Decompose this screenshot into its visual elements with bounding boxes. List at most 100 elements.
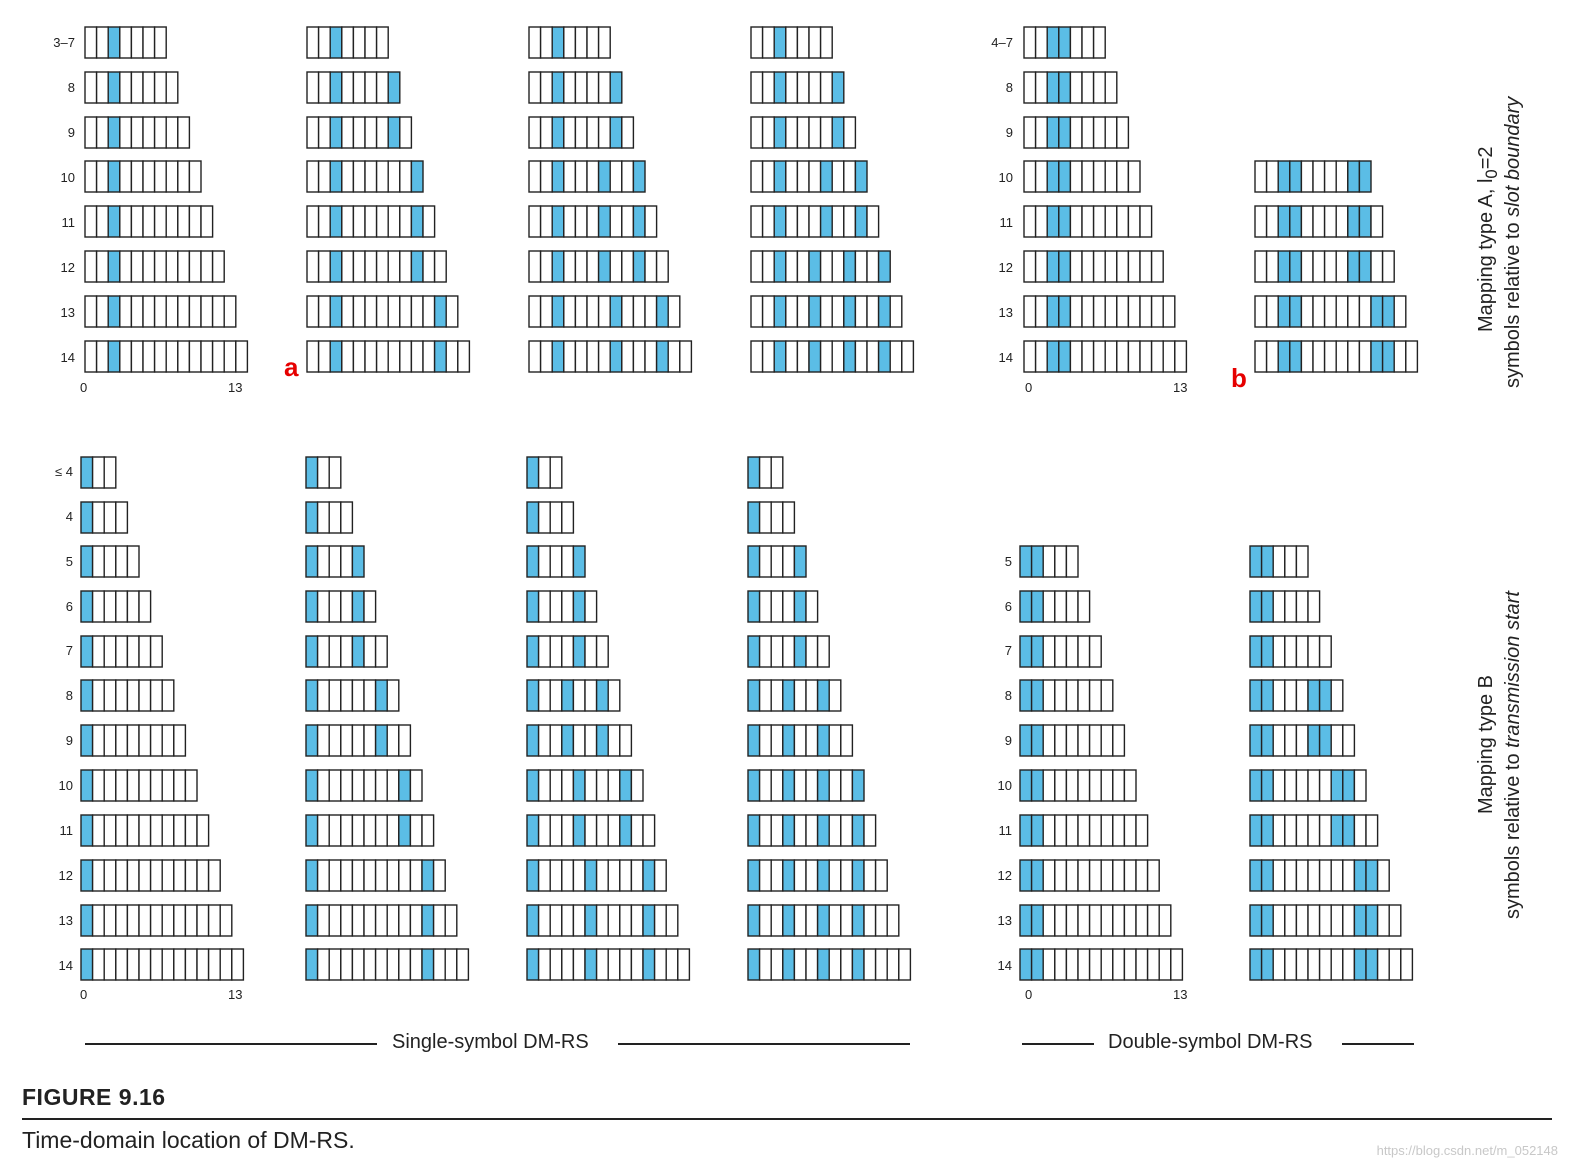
dmrs-symbol-cell bbox=[1249, 545, 1263, 578]
dmrs-symbol-cell bbox=[877, 250, 891, 283]
data-symbol-cell bbox=[1042, 679, 1056, 712]
data-symbol-cell bbox=[375, 205, 389, 238]
data-symbol-cell bbox=[1100, 769, 1114, 802]
data-symbol-cell bbox=[352, 250, 366, 283]
dmrs-symbol-cell bbox=[551, 160, 565, 193]
data-symbol-cell bbox=[642, 814, 656, 847]
dmrs-symbol-cell bbox=[374, 679, 388, 712]
dmrs-symbol-cell bbox=[843, 250, 857, 283]
data-symbol-cell bbox=[1284, 948, 1298, 981]
dmrs-symbol-cell bbox=[551, 26, 565, 59]
data-symbol-cell bbox=[805, 724, 819, 757]
data-symbol-cell bbox=[445, 340, 459, 373]
data-symbol-cell bbox=[819, 295, 833, 328]
dmrs-symbol-cell bbox=[1046, 205, 1060, 238]
data-symbol-cell bbox=[340, 679, 354, 712]
data-symbol-cell bbox=[1127, 295, 1141, 328]
data-symbol-cell bbox=[1081, 205, 1095, 238]
data-symbol-cell bbox=[574, 160, 588, 193]
data-symbol-cell bbox=[445, 295, 459, 328]
dmrs-symbol-cell bbox=[1249, 590, 1263, 623]
data-symbol-cell bbox=[126, 545, 140, 578]
data-symbol-cell bbox=[421, 814, 435, 847]
data-symbol-cell bbox=[177, 205, 191, 238]
data-symbol-cell bbox=[1146, 948, 1160, 981]
data-symbol-cell bbox=[1065, 769, 1079, 802]
data-symbol-cell bbox=[165, 250, 179, 283]
row-label: 12 bbox=[58, 868, 73, 883]
dmrs-symbol-cell bbox=[1370, 295, 1384, 328]
dmrs-symbol-cell bbox=[410, 205, 424, 238]
data-symbol-cell bbox=[91, 724, 105, 757]
dmrs-symbol-cell bbox=[1277, 340, 1291, 373]
dmrs-symbol-cell bbox=[609, 340, 623, 373]
data-symbol-cell bbox=[375, 116, 389, 149]
data-symbol-cell bbox=[138, 814, 152, 847]
data-symbol-cell bbox=[819, 250, 833, 283]
data-symbol-cell bbox=[1100, 948, 1114, 981]
data-symbol-cell bbox=[630, 948, 644, 981]
data-symbol-cell bbox=[793, 724, 807, 757]
data-symbol-cell bbox=[607, 724, 621, 757]
data-symbol-cell bbox=[149, 679, 163, 712]
row-label: 14 bbox=[58, 958, 73, 973]
dmrs-symbol-cell bbox=[551, 205, 565, 238]
data-symbol-cell bbox=[1092, 340, 1106, 373]
data-symbol-cell bbox=[364, 160, 378, 193]
data-symbol-cell bbox=[793, 948, 807, 981]
data-symbol-cell bbox=[351, 948, 365, 981]
dmrs-symbol-cell bbox=[1347, 205, 1361, 238]
dmrs-symbol-cell bbox=[1249, 769, 1263, 802]
dmrs-symbol-cell bbox=[572, 635, 586, 668]
dmrs-symbol-cell bbox=[1030, 904, 1044, 937]
data-symbol-cell bbox=[586, 340, 600, 373]
data-symbol-cell bbox=[352, 295, 366, 328]
row-label: 9 bbox=[1004, 733, 1012, 748]
data-symbol-cell bbox=[138, 904, 152, 937]
data-symbol-cell bbox=[84, 160, 98, 193]
data-symbol-cell bbox=[586, 295, 600, 328]
data-symbol-cell bbox=[316, 679, 330, 712]
data-symbol-cell bbox=[375, 340, 389, 373]
data-symbol-cell bbox=[785, 26, 799, 59]
dmrs-symbol-cell bbox=[305, 501, 319, 534]
data-symbol-cell bbox=[1162, 295, 1176, 328]
dmrs-symbol-cell bbox=[854, 205, 868, 238]
dmrs-symbol-cell bbox=[351, 545, 365, 578]
data-symbol-cell bbox=[1100, 724, 1114, 757]
dmrs-symbol-cell bbox=[107, 160, 121, 193]
data-symbol-cell bbox=[173, 724, 187, 757]
data-symbol-cell bbox=[863, 814, 877, 847]
data-symbol-cell bbox=[607, 948, 621, 981]
data-symbol-cell bbox=[341, 116, 355, 149]
data-symbol-cell bbox=[1112, 904, 1126, 937]
data-symbol-cell bbox=[1054, 948, 1068, 981]
data-symbol-cell bbox=[1272, 904, 1286, 937]
dmrs-symbol-cell bbox=[1347, 160, 1361, 193]
row-label: 10 bbox=[997, 778, 1012, 793]
data-symbol-cell bbox=[115, 859, 129, 892]
data-symbol-cell bbox=[796, 295, 810, 328]
data-symbol-cell bbox=[644, 340, 658, 373]
data-symbol-cell bbox=[808, 205, 822, 238]
data-symbol-cell bbox=[619, 724, 633, 757]
data-symbol-cell bbox=[1323, 250, 1337, 283]
dmrs-symbol-cell bbox=[305, 590, 319, 623]
data-symbol-cell bbox=[1100, 904, 1114, 937]
data-symbol-cell bbox=[386, 904, 400, 937]
dmrs-symbol-cell bbox=[526, 814, 540, 847]
data-symbol-cell bbox=[126, 679, 140, 712]
data-symbol-cell bbox=[793, 904, 807, 937]
data-symbol-cell bbox=[1054, 904, 1068, 937]
data-symbol-cell bbox=[306, 26, 320, 59]
data-symbol-cell bbox=[142, 71, 156, 104]
dmrs-symbol-cell bbox=[782, 679, 796, 712]
data-symbol-cell bbox=[828, 948, 842, 981]
data-symbol-cell bbox=[808, 26, 822, 59]
data-symbol-cell bbox=[138, 948, 152, 981]
data-symbol-cell bbox=[819, 116, 833, 149]
data-symbol-cell bbox=[609, 205, 623, 238]
data-symbol-cell bbox=[563, 295, 577, 328]
dmrs-symbol-cell bbox=[1249, 635, 1263, 668]
data-symbol-cell bbox=[1139, 340, 1153, 373]
